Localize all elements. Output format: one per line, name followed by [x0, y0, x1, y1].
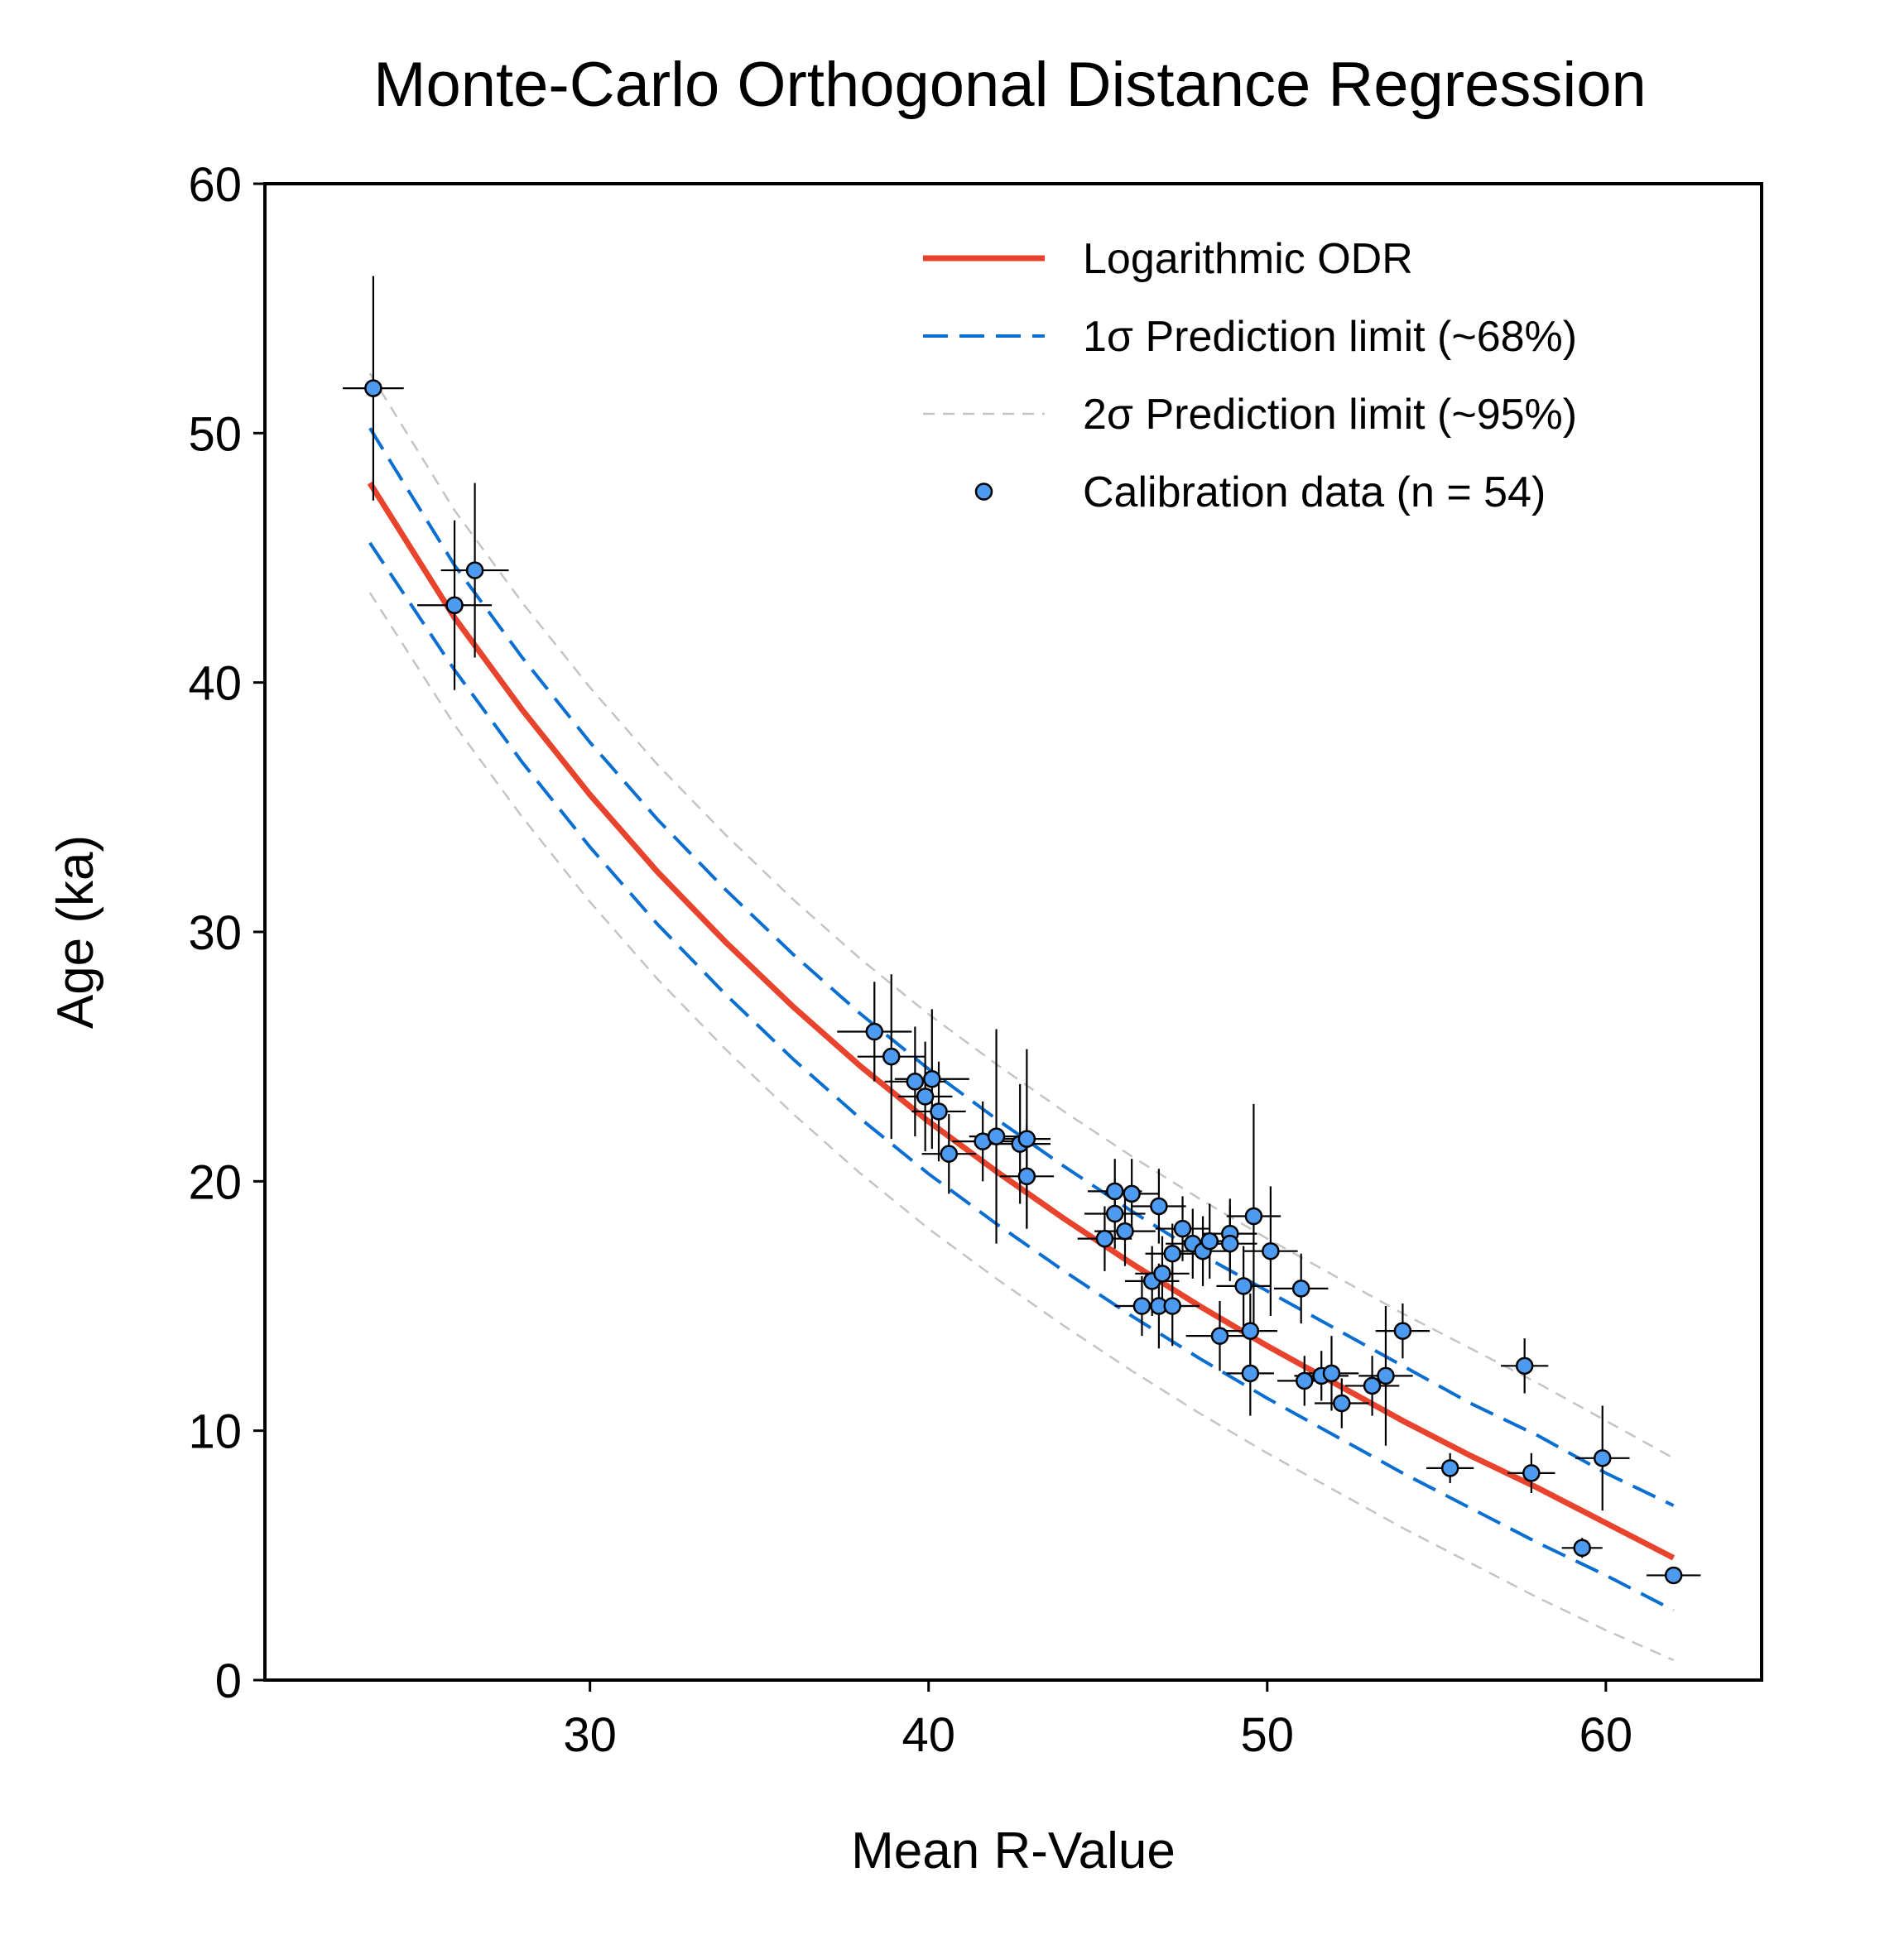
two-sigma-lower-line: [368, 592, 1675, 1662]
x-tick-label: 40: [902, 1708, 955, 1762]
data-point: [1291, 1280, 1310, 1298]
data-point: [1150, 1197, 1168, 1216]
data-point: [445, 596, 464, 615]
data-point: [1173, 1219, 1192, 1238]
y-axis: 0 10 20 30 40 50 60: [188, 158, 265, 1708]
data-point: [1163, 1297, 1182, 1315]
x-tick-label: 30: [563, 1708, 617, 1762]
data-point: [1515, 1356, 1534, 1376]
y-tick-label: 40: [188, 657, 242, 711]
data-point: [923, 1070, 941, 1088]
fit-curve: [367, 481, 1676, 1561]
data-point: [1153, 1265, 1171, 1283]
data-point: [1377, 1366, 1395, 1385]
y-tick-label: 50: [188, 407, 242, 461]
data-point: [1241, 1322, 1260, 1340]
data-point: [1105, 1182, 1124, 1201]
data-point: [364, 379, 382, 397]
data-point: [1221, 1234, 1239, 1253]
data-point: [865, 1022, 884, 1041]
data-point: [1241, 1364, 1260, 1383]
one-sigma-bands: [368, 427, 1675, 1612]
data-point: [1163, 1244, 1182, 1263]
y-tick-label: 0: [215, 1654, 242, 1708]
y-tick-label: 60: [188, 158, 242, 212]
two-sigma-bands: [368, 372, 1675, 1662]
data-point: [1200, 1232, 1219, 1251]
y-tick-label: 10: [188, 1405, 242, 1459]
y-tick-label: 30: [188, 906, 242, 960]
data-point: [1123, 1184, 1141, 1203]
data-point: [916, 1088, 935, 1106]
x-tick-label: 60: [1579, 1708, 1633, 1762]
data-point: [1393, 1322, 1412, 1340]
x-axis: 30 40 50 60: [563, 1680, 1632, 1762]
data-point: [1522, 1464, 1541, 1482]
legend-label: Logarithmic ODR: [1083, 235, 1413, 283]
data-point: [906, 1073, 925, 1091]
y-axis-label: Age (ka): [47, 835, 104, 1029]
data-point: [1095, 1229, 1114, 1248]
data-point: [1664, 1566, 1683, 1585]
legend: Logarithmic ODR 1σ Prediction limit (~68%…: [923, 235, 1577, 516]
two-sigma-upper-line: [368, 372, 1675, 1459]
data-point: [1017, 1167, 1036, 1186]
data-point: [1234, 1277, 1253, 1295]
data-point: [1132, 1297, 1152, 1315]
data-point: [930, 1102, 948, 1121]
data-point: [940, 1145, 959, 1163]
one-sigma-lower-line: [368, 541, 1675, 1612]
legend-label: Calibration data (n = 54): [1083, 468, 1546, 516]
plot-area: [343, 276, 1701, 1662]
data-point: [1244, 1207, 1263, 1226]
data-point: [1363, 1376, 1382, 1395]
data-point: [1593, 1449, 1612, 1467]
data-point: [1573, 1539, 1591, 1558]
x-axis-label: Mean R-Value: [851, 1822, 1176, 1880]
data-point: [1116, 1222, 1134, 1241]
data-point: [1333, 1394, 1351, 1413]
chart-title: Monte-Carlo Orthogonal Distance Regressi…: [373, 50, 1647, 120]
data-point: [1017, 1130, 1036, 1148]
data-point: [1440, 1459, 1459, 1477]
legend-swatch-points: [974, 483, 993, 501]
data-point: [1210, 1327, 1229, 1345]
data-points: [364, 379, 1683, 1585]
data-point: [1322, 1364, 1341, 1383]
data-point: [1262, 1241, 1280, 1260]
one-sigma-upper-line: [368, 427, 1675, 1507]
data-point: [1105, 1204, 1124, 1223]
legend-label: 2σ Prediction limit (~95%): [1083, 391, 1577, 439]
y-tick-label: 20: [188, 1155, 242, 1209]
data-point: [1296, 1371, 1314, 1390]
data-point: [882, 1047, 901, 1066]
x-tick-label: 50: [1241, 1708, 1295, 1762]
fit-curve-layer: [367, 481, 1676, 1561]
data-point: [987, 1127, 1006, 1145]
data-point: [465, 561, 484, 579]
legend-label: 1σ Prediction limit (~68%): [1083, 313, 1577, 361]
